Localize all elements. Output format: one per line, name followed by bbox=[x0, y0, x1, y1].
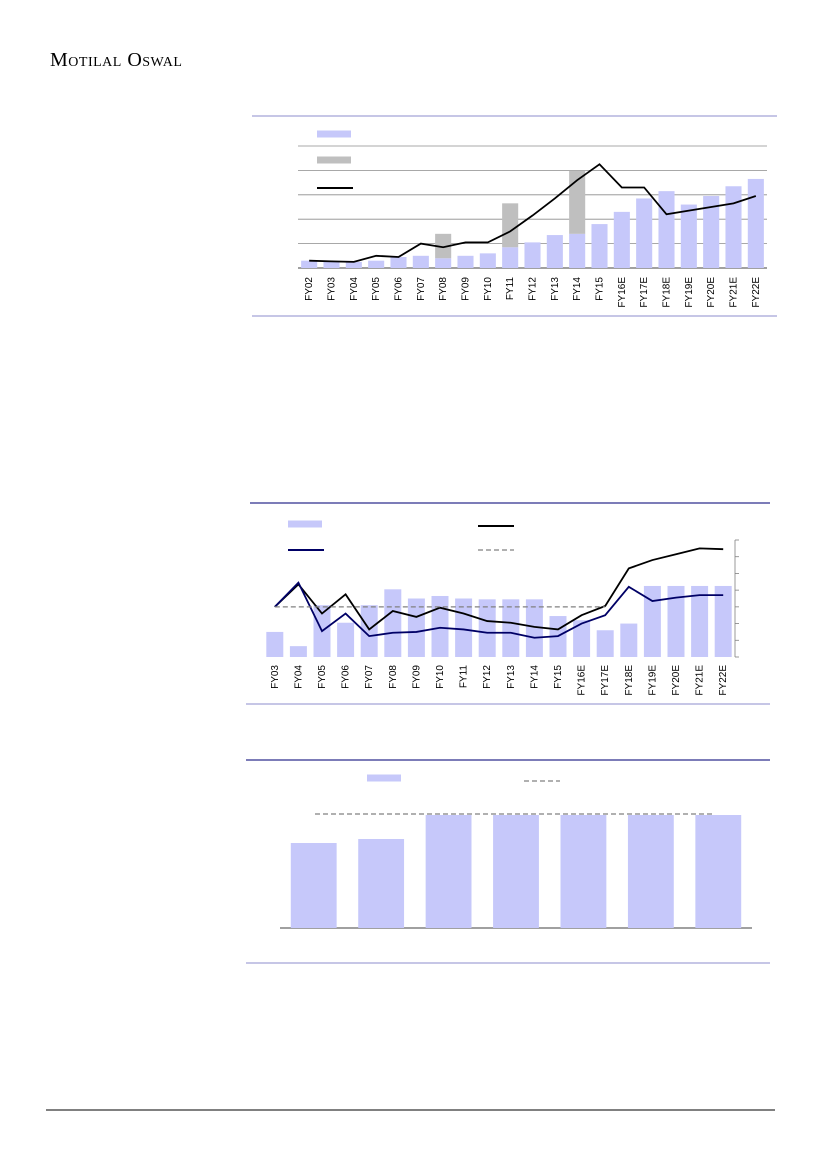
x-tick-label: FY04 bbox=[293, 665, 304, 689]
x-tick-label: FY12 bbox=[528, 277, 539, 301]
legend-swatch bbox=[367, 774, 401, 782]
bar bbox=[493, 815, 539, 928]
x-tick-label: FY15 bbox=[595, 277, 606, 301]
x-tick-label: FY10 bbox=[435, 665, 446, 689]
line bbox=[274, 547, 724, 631]
bar bbox=[569, 170, 586, 234]
bar bbox=[479, 253, 496, 268]
x-tick-label: FY07 bbox=[364, 665, 375, 689]
x-tick-label: FY19E bbox=[647, 665, 658, 696]
bar bbox=[266, 631, 284, 657]
bar bbox=[502, 599, 520, 657]
x-tick-label: FY07 bbox=[416, 277, 427, 301]
bar bbox=[345, 261, 362, 268]
x-tick-label: FY15 bbox=[553, 665, 564, 689]
x-tick-label: FY20E bbox=[706, 277, 717, 308]
bar bbox=[613, 211, 630, 268]
bar bbox=[425, 815, 472, 928]
bar bbox=[591, 224, 608, 268]
bar bbox=[714, 585, 732, 657]
bar bbox=[703, 196, 720, 268]
legend-swatch bbox=[288, 520, 322, 528]
x-tick-label: FY21E bbox=[695, 665, 706, 696]
bar bbox=[431, 595, 449, 657]
bar bbox=[435, 233, 452, 259]
bar bbox=[636, 198, 653, 268]
x-tick-label: FY08 bbox=[388, 665, 399, 689]
x-tick-label: FY18E bbox=[624, 665, 635, 696]
x-tick-label: FY13 bbox=[506, 665, 517, 689]
bar bbox=[573, 620, 591, 657]
bar bbox=[525, 599, 543, 657]
x-tick-label: FY06 bbox=[394, 277, 405, 301]
x-tick-label: FY16E bbox=[577, 665, 588, 696]
x-tick-label: FY11 bbox=[505, 277, 516, 301]
x-tick-label: FY06 bbox=[341, 665, 352, 689]
x-tick-label: FY18E bbox=[662, 277, 673, 308]
x-tick-label: FY17E bbox=[600, 665, 611, 696]
x-tick-label: FY17E bbox=[639, 277, 650, 308]
bar bbox=[323, 261, 340, 268]
bar bbox=[368, 260, 385, 268]
x-tick-label: FY22E bbox=[718, 665, 729, 696]
bar bbox=[478, 599, 496, 657]
bar bbox=[457, 255, 474, 268]
bar bbox=[546, 235, 563, 268]
bar bbox=[412, 255, 429, 268]
bar bbox=[407, 598, 425, 657]
bar bbox=[725, 186, 742, 268]
bar bbox=[337, 622, 355, 657]
bar bbox=[667, 585, 685, 657]
bar bbox=[360, 605, 378, 657]
legend-swatch bbox=[317, 156, 351, 164]
bar bbox=[384, 589, 402, 657]
bar bbox=[289, 646, 307, 657]
bar bbox=[691, 585, 709, 657]
x-tick-label: FY05 bbox=[371, 277, 382, 301]
x-tick-label: FY03 bbox=[327, 277, 338, 301]
bar bbox=[502, 247, 519, 268]
x-tick-label: FY16E bbox=[617, 277, 628, 308]
bar bbox=[358, 839, 405, 928]
x-tick-label: FY11 bbox=[459, 665, 470, 689]
bar bbox=[435, 258, 452, 268]
bar bbox=[658, 191, 675, 268]
bar bbox=[569, 233, 586, 268]
x-tick-label: FY05 bbox=[317, 665, 328, 689]
bar bbox=[695, 815, 742, 928]
legend-swatch bbox=[317, 130, 351, 138]
x-tick-label: FY04 bbox=[349, 277, 360, 301]
bar bbox=[627, 815, 674, 928]
bar bbox=[502, 203, 519, 248]
x-tick-label: FY10 bbox=[483, 277, 494, 301]
x-tick-label: FY02 bbox=[304, 277, 315, 301]
bar bbox=[643, 585, 661, 657]
bar bbox=[596, 630, 614, 657]
bar bbox=[524, 242, 541, 268]
x-tick-label: FY09 bbox=[411, 665, 422, 689]
bar bbox=[620, 623, 638, 657]
bar bbox=[560, 815, 607, 928]
line bbox=[309, 163, 757, 263]
line bbox=[274, 581, 724, 639]
x-tick-label: FY09 bbox=[461, 277, 472, 301]
x-tick-label: FY20E bbox=[671, 665, 682, 696]
x-tick-label: FY03 bbox=[270, 665, 281, 689]
bar bbox=[390, 257, 407, 268]
bar bbox=[301, 260, 318, 268]
x-tick-label: FY14 bbox=[572, 277, 583, 301]
bar bbox=[290, 843, 337, 928]
x-tick-label: FY12 bbox=[482, 665, 493, 689]
bar bbox=[680, 204, 697, 268]
x-tick-label: FY19E bbox=[684, 277, 695, 308]
x-tick-label: FY08 bbox=[438, 277, 449, 301]
bar bbox=[747, 178, 764, 268]
x-tick-label: FY14 bbox=[529, 665, 540, 689]
x-tick-label: FY22E bbox=[751, 277, 762, 308]
x-tick-label: FY21E bbox=[729, 277, 740, 308]
x-tick-label: FY13 bbox=[550, 277, 561, 301]
brand: Motilal Oswal bbox=[50, 49, 182, 71]
